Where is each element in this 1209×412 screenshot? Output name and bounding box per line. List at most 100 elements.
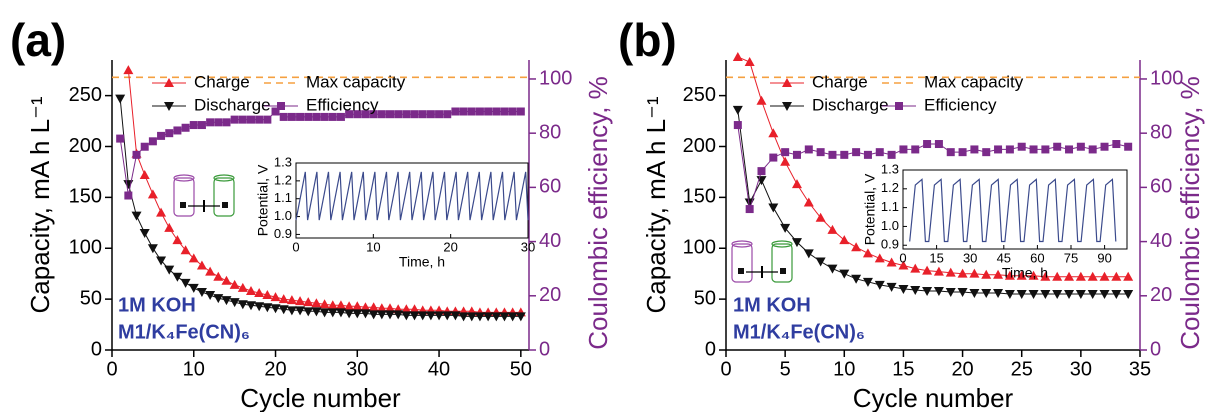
- data-point: [1065, 145, 1074, 154]
- series-line: [737, 109, 1129, 295]
- inset-x-title: Time, h: [399, 254, 445, 270]
- data-point: [945, 267, 956, 277]
- x-tick-label: 50: [510, 358, 532, 380]
- data-point: [360, 302, 371, 312]
- cell-electrode: [738, 268, 744, 274]
- x-tick-label: 20: [951, 358, 973, 380]
- data-point: [839, 269, 850, 279]
- data-point: [515, 312, 526, 322]
- data-point: [157, 131, 166, 140]
- data-point: [238, 115, 247, 124]
- data-point: [1099, 271, 1110, 281]
- data-point: [1087, 290, 1098, 300]
- data-point: [443, 110, 452, 119]
- data-point: [352, 301, 363, 311]
- legend-marker: [164, 102, 174, 111]
- data-point: [993, 289, 1004, 299]
- cell-electrode: [222, 202, 228, 208]
- data-point: [361, 110, 370, 119]
- data-point: [131, 211, 142, 221]
- data-point: [394, 110, 403, 119]
- inset-x-title: Time, h: [1002, 265, 1048, 281]
- data-point: [287, 112, 296, 121]
- data-point: [376, 310, 387, 320]
- y2-tick-label: 80: [539, 121, 561, 143]
- y2-tick-label: 0: [1150, 338, 1161, 360]
- x-tick-label: 0: [106, 358, 117, 380]
- legend-label: Max capacity: [306, 72, 406, 91]
- data-point: [803, 197, 814, 207]
- data-point: [435, 110, 444, 119]
- data-point: [336, 112, 345, 121]
- data-point: [116, 134, 125, 143]
- data-point: [499, 312, 510, 322]
- data-point: [781, 148, 790, 157]
- data-point: [402, 110, 411, 119]
- data-point: [852, 148, 861, 157]
- data-point: [744, 57, 755, 67]
- data-point: [247, 115, 255, 124]
- data-point: [262, 290, 273, 300]
- data-point: [484, 107, 493, 116]
- data-point: [295, 306, 306, 316]
- y-tick-label: 200: [683, 135, 716, 157]
- legend-marker: [782, 78, 792, 87]
- data-point: [491, 312, 502, 322]
- data-point: [910, 263, 921, 273]
- legend-marker: [277, 102, 285, 110]
- data-point: [263, 115, 272, 124]
- cell-electrode: [780, 268, 786, 274]
- data-point: [304, 112, 313, 121]
- data-point: [1004, 290, 1015, 300]
- data-point: [230, 115, 239, 124]
- data-point: [254, 302, 265, 312]
- data-point: [458, 312, 469, 322]
- inset-frame: [295, 162, 529, 239]
- data-point: [401, 311, 412, 321]
- data-point: [270, 304, 281, 314]
- data-point: [804, 145, 813, 154]
- data-point: [862, 277, 873, 287]
- data-point: [353, 110, 362, 119]
- data-point: [1028, 290, 1039, 300]
- inset-y-tick-label: 1.0: [881, 218, 899, 233]
- data-point: [791, 179, 802, 189]
- data-point: [1112, 140, 1121, 149]
- inset-x-tick-label: 45: [997, 250, 1011, 265]
- panel-label: (b): [618, 14, 677, 66]
- data-point: [815, 257, 826, 267]
- data-point: [733, 121, 742, 130]
- series-line: [737, 124, 1129, 210]
- data-point: [222, 118, 231, 127]
- panel-label: (a): [10, 14, 66, 66]
- legend-marker: [895, 102, 903, 110]
- data-point: [483, 312, 494, 322]
- data-point: [139, 169, 150, 179]
- data-point: [425, 311, 436, 321]
- data-point: [1004, 270, 1015, 280]
- x-tick-label: 10: [183, 358, 205, 380]
- data-point: [196, 260, 207, 270]
- y-tick-label: 250: [683, 84, 716, 106]
- data-point: [278, 305, 289, 315]
- data-point: [124, 191, 133, 200]
- inset-x-tick-label: 90: [1097, 250, 1111, 265]
- data-point: [1016, 270, 1027, 280]
- data-point: [475, 107, 484, 116]
- inset-frame: [902, 169, 1128, 250]
- y-axis-title: Capacity, mA h L⁻¹: [641, 96, 671, 313]
- data-point: [1075, 290, 1086, 300]
- inset-x-tick-label: 20: [443, 239, 457, 254]
- data-point: [369, 110, 378, 119]
- data-point: [311, 298, 322, 308]
- data-point: [246, 301, 256, 311]
- inset-trace: [909, 178, 1117, 243]
- y-tick-label: 0: [705, 338, 716, 360]
- x-tick-label: 5: [780, 358, 791, 380]
- inset-y-tick-label: 0.9: [274, 226, 292, 241]
- data-point: [993, 269, 1004, 279]
- data-point: [1052, 290, 1063, 300]
- data-point: [851, 274, 862, 284]
- data-point: [165, 129, 174, 138]
- data-point: [360, 309, 371, 319]
